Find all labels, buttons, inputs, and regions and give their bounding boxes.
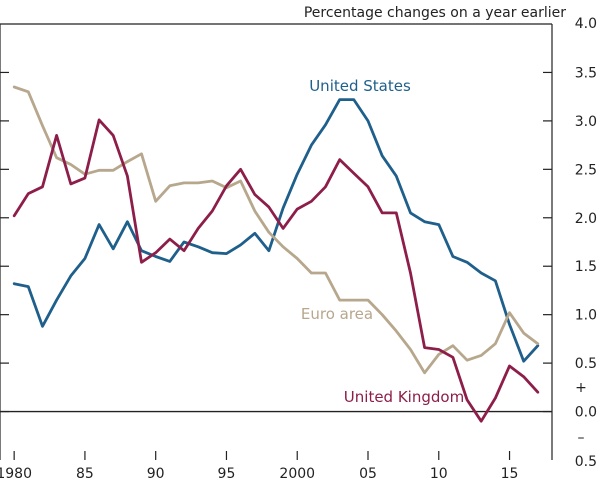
minus-sign: – <box>578 430 585 446</box>
series-label-united-kingdom: United Kingdom <box>344 388 464 406</box>
series-line-united-states <box>12 98 540 363</box>
y-tick-label: 0.5 <box>575 356 597 372</box>
x-tick-label: 2000 <box>279 466 315 482</box>
unit-note: Percentage changes on a year earlier <box>304 5 566 21</box>
x-tick-label: 95 <box>218 466 236 482</box>
y-tick-label: 2.5 <box>575 162 597 178</box>
x-axis-ticks: 1980 85 90 95 2000 05 10 15 <box>0 451 518 482</box>
x-tick-label: 1980 <box>0 466 32 482</box>
plus-sign: + <box>575 380 587 396</box>
series-line-euro-area <box>12 85 540 375</box>
y-tick-label: 0.0 <box>575 405 597 421</box>
series-lines <box>12 85 540 423</box>
y-tick-label: 3.5 <box>575 65 597 81</box>
x-tick-label: 10 <box>430 466 448 482</box>
y-tick-label: 3.0 <box>575 114 597 130</box>
plot-frame <box>0 23 553 460</box>
series-label-united-states: United States <box>309 77 411 95</box>
series-label-euro-area: Euro area <box>301 305 373 323</box>
x-tick-label: 90 <box>147 466 165 482</box>
x-tick-label: 15 <box>501 466 519 482</box>
x-tick-label: 05 <box>359 466 377 482</box>
y-tick-label: 4.0 <box>575 16 597 32</box>
y-tick-label: 1.5 <box>575 259 597 275</box>
y-tick-label: 2.0 <box>575 211 597 227</box>
y-tick-label: 0.5 <box>575 454 597 470</box>
y-tick-label: 1.0 <box>575 308 597 324</box>
series-line-united-kingdom <box>12 118 540 423</box>
y-axis-ticks: 0.5 0.0 0.5 1.0 1.5 2.0 2.5 3.0 3.5 4.0 <box>0 16 597 470</box>
x-tick-label: 85 <box>76 466 94 482</box>
